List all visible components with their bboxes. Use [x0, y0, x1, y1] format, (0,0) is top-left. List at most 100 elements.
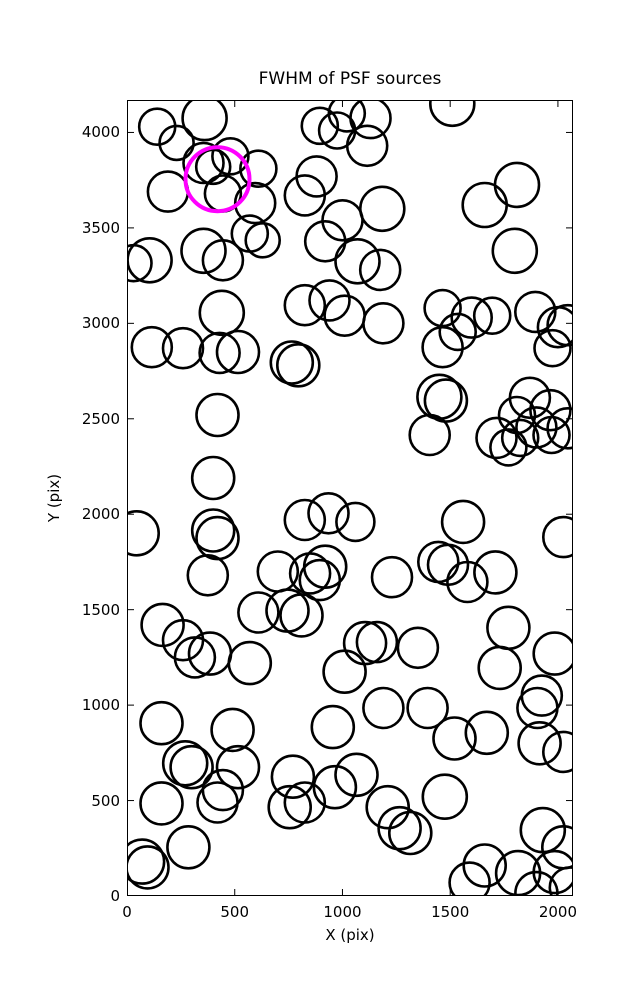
psf-source-circle: [406, 686, 449, 730]
psf-source-circle: [362, 686, 405, 730]
psf-source-circle: [358, 248, 402, 292]
psf-source-circle: [440, 499, 486, 545]
psf-source-circle: [529, 388, 572, 432]
psf-source-circle: [448, 861, 491, 896]
psf-source-circle: [215, 329, 261, 375]
plot-area: [127, 100, 573, 896]
psf-source-circle: [473, 550, 518, 595]
psf-source-circle: [182, 141, 225, 185]
psf-source-circle: [215, 744, 261, 790]
psf-source-circle: [432, 716, 477, 761]
y-tick-label: 0: [110, 887, 120, 905]
psf-source-circle: [355, 620, 399, 664]
psf-source-circle: [450, 296, 494, 339]
psf-source-circle: [210, 707, 255, 753]
psf-source-circle: [146, 170, 190, 213]
psf-source-circle: [288, 552, 332, 595]
psf-source-circle: [139, 700, 184, 746]
psf-source-circle: [516, 686, 559, 730]
psf-source-circle: [513, 290, 557, 334]
psf-source-circle: [186, 553, 230, 597]
psf-source-circle: [396, 626, 440, 670]
psf-source-circle: [307, 491, 350, 535]
psf-source-circle: [334, 238, 381, 285]
psf-source-circle: [477, 645, 523, 691]
psf-source-circle: [181, 100, 228, 142]
highlighted-psf-circle: [183, 145, 252, 214]
psf-source-circle: [279, 593, 324, 638]
psf-source-circle: [196, 781, 239, 824]
x-tick-label: 0: [122, 903, 132, 921]
plot-border: [127, 100, 573, 896]
psf-source-circle: [335, 501, 376, 543]
psf-source-circle: [201, 239, 245, 282]
psf-source-circle: [322, 649, 367, 695]
psf-source-circle: [169, 744, 214, 790]
psf-source-circle: [166, 824, 211, 870]
psf-source-circle: [127, 838, 166, 885]
psf-source-circle: [429, 100, 476, 128]
psf-source-circle: [127, 510, 160, 557]
x-tick-label: 1000: [323, 903, 362, 921]
psf-source-circle: [265, 588, 310, 633]
y-axis-label-text: Y (pix): [45, 473, 63, 523]
psf-source-circle: [475, 416, 518, 460]
psf-source-circle: [158, 124, 195, 162]
psf-source-circle: [303, 220, 347, 263]
psf-source-circle: [195, 392, 240, 438]
x-axis-label: X (pix): [325, 926, 375, 944]
psf-source-circle: [267, 784, 312, 830]
psf-source-circle: [387, 810, 433, 856]
psf-source-circle: [491, 227, 539, 275]
psf-source-circle: [323, 294, 366, 337]
psf-source-circle: [377, 805, 422, 851]
psf-source-circle: [486, 605, 531, 651]
psf-source-circle: [370, 555, 414, 599]
psf-source-circle: [187, 631, 233, 676]
psf-source-circle: [300, 106, 340, 146]
psf-source-circle: [500, 418, 540, 458]
psf-source-circle: [546, 407, 573, 450]
psf-source-circle: [161, 739, 209, 787]
y-tick-label: 4000: [81, 123, 120, 142]
psf-source-circle: [127, 243, 153, 283]
psf-source-circle: [514, 870, 559, 896]
psf-source-circle: [438, 312, 478, 352]
x-tick-label: 1500: [431, 903, 470, 921]
psf-source-circle: [239, 149, 278, 188]
psf-source-circle: [283, 498, 327, 542]
psf-source-circle: [180, 227, 227, 275]
psf-source-circle: [548, 866, 573, 896]
psf-source-circle: [464, 710, 510, 756]
psf-source-circle: [211, 136, 250, 176]
y-tick-label: 1500: [81, 600, 120, 619]
psf-source-circle: [533, 328, 572, 368]
psf-source-circle: [283, 283, 327, 327]
psf-source-circle: [312, 764, 358, 810]
psf-source-circle: [520, 674, 564, 717]
psf-source-circle: [190, 455, 236, 501]
psf-source-circle: [130, 325, 174, 369]
psf-source-circle: [127, 845, 170, 890]
psf-source-circle: [227, 640, 273, 686]
x-tick-label: 500: [220, 903, 250, 921]
psf-source-circle: [493, 161, 541, 209]
y-tick-label: 3500: [81, 218, 120, 237]
psf-source-circle: [276, 342, 321, 388]
psf-source-circle: [269, 340, 315, 385]
psf-source-circle: [546, 303, 573, 347]
psf-source-circle: [362, 302, 405, 345]
psf-source-circle: [542, 515, 573, 559]
y-tick-label: 2000: [81, 505, 120, 524]
psf-source-circle: [365, 784, 411, 830]
psf-source-circle: [237, 591, 280, 634]
psf-source-circle: [198, 289, 246, 337]
psf-source-circle: [270, 754, 316, 800]
psf-source-circle: [489, 428, 528, 467]
psf-source-circle: [334, 752, 379, 798]
psf-source-circle: [161, 326, 205, 370]
x-tick-label: 2000: [538, 903, 577, 921]
psf-source-circle: [461, 181, 509, 229]
psf-source-circle: [517, 720, 562, 766]
